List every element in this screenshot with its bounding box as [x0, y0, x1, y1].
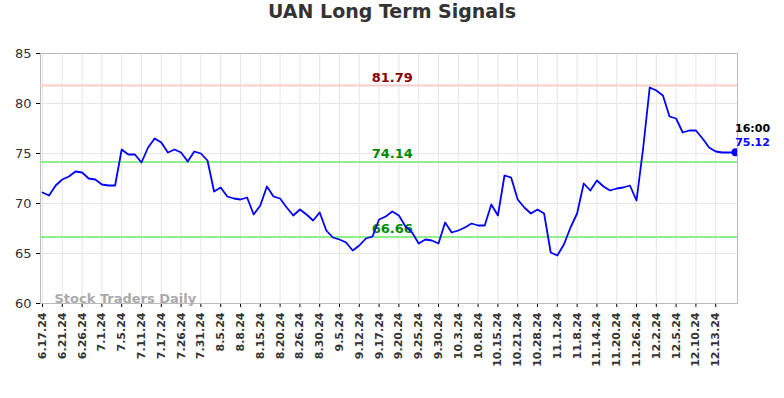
svg-text:7.1.24: 7.1.24	[95, 312, 108, 351]
svg-text:10.15.24: 10.15.24	[491, 312, 504, 367]
svg-text:8.20.24: 8.20.24	[274, 312, 287, 359]
svg-text:11.1.24: 11.1.24	[551, 312, 564, 359]
svg-text:10.28.24: 10.28.24	[531, 312, 544, 367]
svg-text:10.3.24: 10.3.24	[452, 312, 465, 359]
svg-text:9.5.24: 9.5.24	[333, 312, 346, 351]
svg-text:8.5.24: 8.5.24	[214, 312, 227, 351]
svg-text:75: 75	[15, 146, 32, 161]
svg-text:8.30.24: 8.30.24	[313, 312, 326, 359]
svg-text:11.8.24: 11.8.24	[571, 312, 584, 359]
svg-text:81.79: 81.79	[372, 70, 413, 85]
svg-text:70: 70	[15, 196, 32, 211]
svg-text:7.26.24: 7.26.24	[175, 312, 188, 359]
svg-text:10.8.24: 10.8.24	[472, 312, 485, 359]
svg-text:9.30.24: 9.30.24	[432, 312, 445, 359]
svg-text:7.11.24: 7.11.24	[135, 312, 148, 359]
svg-text:16:00: 16:00	[735, 122, 770, 135]
svg-text:80: 80	[15, 96, 32, 111]
svg-text:8.8.24: 8.8.24	[234, 312, 247, 351]
svg-text:Stock Traders Daily: Stock Traders Daily	[55, 291, 197, 306]
svg-text:65: 65	[15, 246, 32, 261]
svg-text:8.15.24: 8.15.24	[254, 312, 267, 359]
svg-text:6.21.24: 6.21.24	[56, 312, 69, 359]
svg-text:7.31.24: 7.31.24	[194, 312, 207, 359]
svg-text:6.26.24: 6.26.24	[76, 312, 89, 359]
svg-text:12.13.24: 12.13.24	[709, 312, 722, 367]
svg-text:6.17.24: 6.17.24	[36, 312, 49, 359]
svg-text:9.12.24: 9.12.24	[353, 312, 366, 359]
svg-text:7.5.24: 7.5.24	[115, 312, 128, 351]
svg-text:11.20.24: 11.20.24	[610, 312, 623, 367]
svg-text:85: 85	[15, 46, 32, 61]
html-text:UAN Long Term Signals: UAN Long Term Signals	[268, 0, 516, 22]
svg-text:12.10.24: 12.10.24	[689, 312, 702, 367]
svg-text:66.66: 66.66	[371, 221, 413, 237]
svg-text:9.25.24: 9.25.24	[412, 312, 425, 359]
svg-text:12.2.24: 12.2.24	[650, 312, 663, 359]
svg-text:12.5.24: 12.5.24	[670, 312, 683, 359]
svg-text:7.17.24: 7.17.24	[155, 312, 168, 359]
svg-text:10.21.24: 10.21.24	[511, 312, 524, 367]
svg-text:8.26.24: 8.26.24	[293, 312, 306, 359]
svg-text:9.20.24: 9.20.24	[392, 312, 405, 359]
svg-text:11.26.24: 11.26.24	[630, 312, 643, 367]
svg-text:60: 60	[15, 296, 32, 311]
svg-text:9.17.24: 9.17.24	[373, 312, 386, 359]
svg-text:11.14.24: 11.14.24	[590, 312, 603, 367]
svg-text:74.14: 74.14	[372, 146, 413, 161]
svg-text:75.12: 75.12	[735, 136, 770, 149]
